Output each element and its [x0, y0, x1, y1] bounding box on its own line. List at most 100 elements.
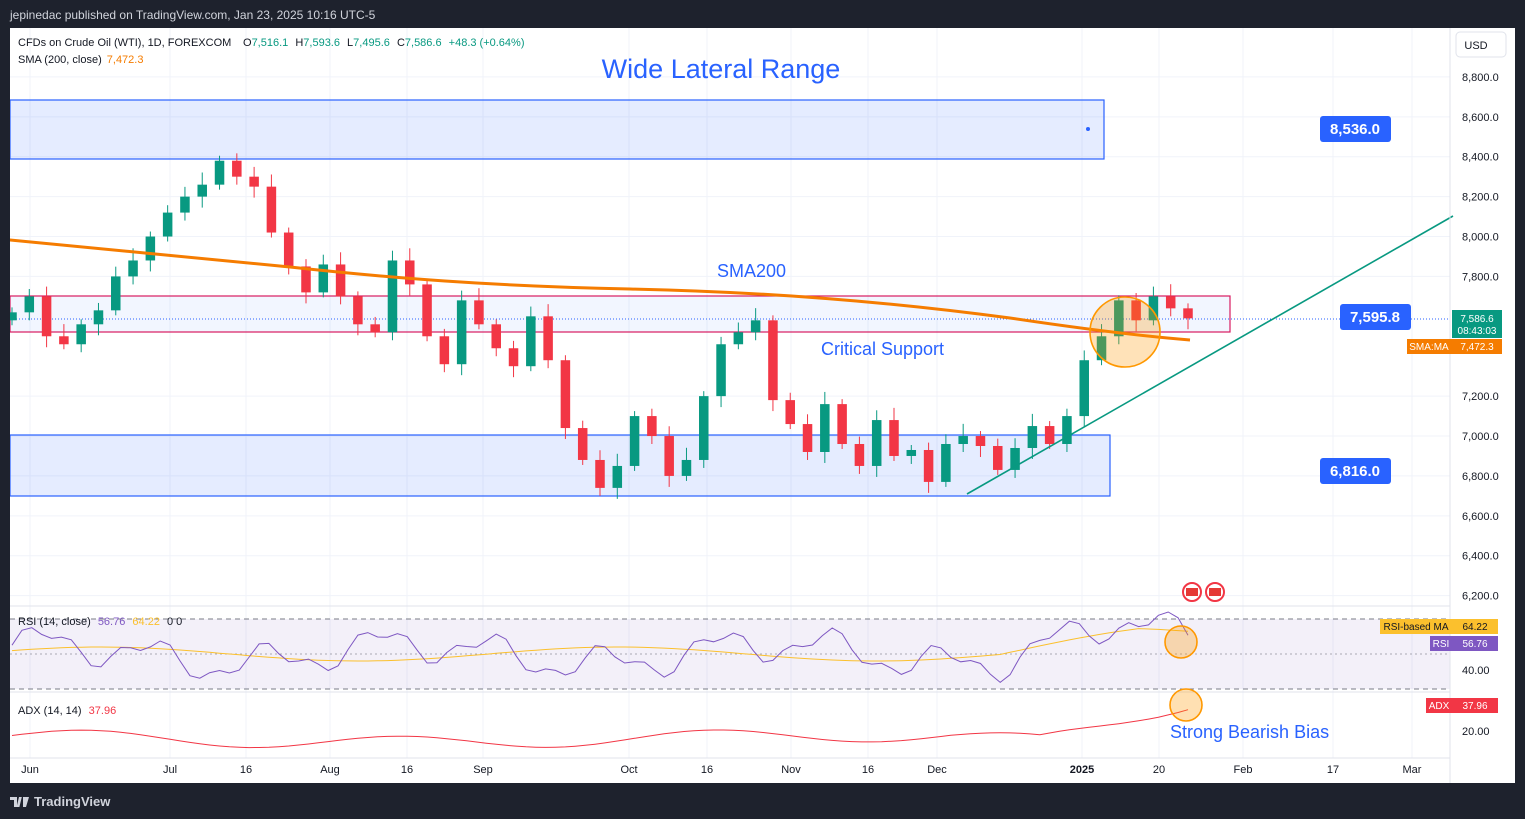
sma-tag-box[interactable]: [1452, 339, 1502, 354]
candle-body[interactable]: [145, 236, 156, 261]
candle-body[interactable]: [474, 300, 484, 325]
candle-body[interactable]: [232, 160, 242, 177]
candle-body[interactable]: [681, 459, 692, 476]
candle-body[interactable]: [820, 404, 830, 452]
last-price-tag[interactable]: [1452, 310, 1502, 338]
rsi-highlight-circle[interactable]: [1164, 625, 1198, 659]
level-bottom-badge[interactable]: [1320, 458, 1391, 484]
candle-body[interactable]: [785, 400, 795, 425]
trendline[interactable]: [966, 215, 1454, 495]
adx-line[interactable]: [11, 709, 1189, 749]
candle-body[interactable]: [543, 316, 553, 361]
level-mid-badge[interactable]: [1340, 304, 1411, 330]
candle-body[interactable]: [768, 320, 778, 401]
level-top-badge[interactable]: [1320, 116, 1391, 142]
candle-body[interactable]: [266, 186, 277, 233]
candle-body[interactable]: [699, 396, 709, 460]
tradingview-logo[interactable]: TradingView: [10, 794, 110, 809]
candle-body[interactable]: [1010, 447, 1020, 470]
rsi-line[interactable]: [11, 611, 1189, 684]
candle-body[interactable]: [111, 276, 121, 311]
candle-body[interactable]: [716, 344, 726, 397]
candle-body[interactable]: [387, 260, 398, 333]
candle-body[interactable]: [508, 348, 519, 367]
rsi-legend[interactable]: RSI (14, close) 56.76 64.22 0 0: [18, 616, 182, 628]
adx-tag-box[interactable]: [1452, 698, 1498, 713]
candle-body[interactable]: [24, 296, 35, 313]
candle-body[interactable]: [577, 428, 588, 460]
candle-body[interactable]: [906, 449, 917, 456]
candle-body[interactable]: [7, 312, 17, 321]
candle-body[interactable]: [93, 310, 104, 325]
candle-body[interactable]: [1062, 416, 1072, 445]
strong-bias-annotation: Strong Bearish Bias: [1170, 722, 1329, 742]
candle-body[interactable]: [76, 324, 86, 345]
candle-body[interactable]: [647, 416, 657, 437]
sma200-line[interactable]: [9, 238, 1191, 342]
candle-body[interactable]: [526, 316, 536, 367]
currency-button[interactable]: [1455, 31, 1507, 58]
candle-body[interactable]: [197, 184, 207, 197]
rsi-ma-tag-box[interactable]: [1452, 619, 1498, 634]
zone-handle[interactable]: [1086, 127, 1090, 131]
candle-body[interactable]: [439, 336, 450, 365]
candle-body[interactable]: [975, 436, 986, 447]
candle-body[interactable]: [1114, 300, 1124, 337]
candle-body[interactable]: [595, 459, 605, 488]
candle-body[interactable]: [1165, 296, 1176, 309]
time-ticks[interactable]: Jun Jul 16 Aug 16 Sep Oct 16 Nov 16 Dec 2025 20 Feb 17…: [21, 764, 1422, 776]
candle-body[interactable]: [1096, 336, 1107, 361]
candle-body[interactable]: [162, 212, 173, 237]
candle-body[interactable]: [560, 360, 571, 429]
candle-body[interactable]: [405, 260, 415, 285]
price-ticks[interactable]: 8,800.0 8,600.0 8,400.0 8,200.0 8,000.0 7,800…: [1462, 72, 1499, 603]
candle-body[interactable]: [923, 449, 934, 482]
candle-body[interactable]: [1148, 296, 1159, 321]
candle-body[interactable]: [664, 436, 674, 476]
candle-body[interactable]: [837, 404, 847, 445]
candle-body[interactable]: [318, 264, 329, 293]
candle-body[interactable]: [889, 420, 899, 456]
candle-body[interactable]: [1079, 360, 1089, 417]
candle-body[interactable]: [958, 436, 968, 445]
candle-body[interactable]: [993, 446, 1003, 470]
rsi-tag-box[interactable]: [1452, 636, 1498, 651]
candle-body[interactable]: [1183, 308, 1193, 319]
candle-body[interactable]: [249, 176, 259, 187]
rsi-ma-line[interactable]: [11, 628, 1189, 662]
candle-body[interactable]: [335, 264, 346, 297]
candle-body[interactable]: [750, 320, 761, 333]
highlight-circle[interactable]: [1089, 296, 1161, 368]
candle-body[interactable]: [283, 232, 294, 267]
candle-body[interactable]: [301, 266, 311, 293]
candle-body[interactable]: [456, 300, 467, 365]
symbol-legend[interactable]: CFDs on Crude Oil (WTI), 1D, FOREXCOM O7…: [18, 37, 525, 66]
adx-highlight-circle[interactable]: [1169, 688, 1203, 722]
candle-body[interactable]: [1131, 300, 1141, 321]
candle-body[interactable]: [370, 324, 380, 333]
candle-body[interactable]: [941, 444, 951, 482]
candle-body[interactable]: [871, 420, 882, 466]
countdown-text: 08:43:03: [1458, 326, 1497, 337]
candle-body[interactable]: [629, 416, 640, 466]
candle-body[interactable]: [353, 296, 363, 325]
adx-legend[interactable]: ADX (14, 14) 37.96: [18, 705, 116, 717]
chart-svg[interactable]: Wide Lateral Range SMA200 Critical Suppo…: [7, 28, 1515, 783]
candle-body[interactable]: [802, 424, 813, 452]
candle-body[interactable]: [180, 196, 190, 213]
candle-body[interactable]: [214, 160, 225, 185]
candle-body[interactable]: [41, 296, 52, 337]
chart-area[interactable]: Wide Lateral Range SMA200 Critical Suppo…: [7, 28, 1515, 783]
candle-body[interactable]: [59, 336, 69, 345]
candle-body[interactable]: [612, 465, 623, 488]
candle-body[interactable]: [422, 284, 432, 337]
candle-body[interactable]: [1044, 426, 1055, 445]
critical-support-zone[interactable]: [9, 295, 1231, 333]
candle-body[interactable]: [733, 332, 744, 345]
upper-range-zone[interactable]: [9, 99, 1105, 160]
candle-body[interactable]: [854, 444, 865, 466]
candle-body[interactable]: [1027, 426, 1038, 448]
candle-body[interactable]: [491, 324, 501, 349]
candle-body[interactable]: [128, 260, 138, 277]
news-flags[interactable]: [1182, 582, 1225, 602]
